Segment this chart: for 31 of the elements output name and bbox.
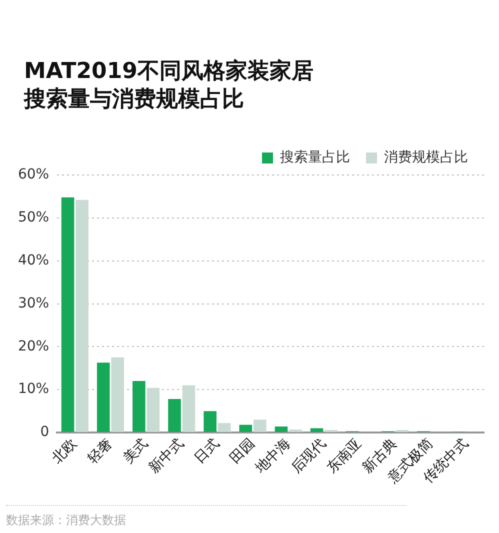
bar xyxy=(132,381,146,432)
y-tick-label: 30% xyxy=(18,295,50,312)
bar xyxy=(204,411,216,432)
chart-title: MAT2019不同风格家装家居搜索量与消费规模占比 xyxy=(24,58,314,114)
bar xyxy=(310,428,324,432)
bar xyxy=(76,200,88,432)
bar xyxy=(218,423,231,432)
bar xyxy=(239,424,252,432)
y-tick-label: 50% xyxy=(18,210,50,226)
x-tick-label: 日式 xyxy=(191,436,223,467)
y-tick-label: 60% xyxy=(18,166,50,183)
y-tick-label: 20% xyxy=(18,338,50,354)
bar xyxy=(146,388,160,432)
x-tick-label: 北欧 xyxy=(49,436,80,467)
bar xyxy=(253,420,266,432)
legend-label: 消费规模占比 xyxy=(384,150,468,166)
y-tick-label: 10% xyxy=(18,381,50,398)
bar xyxy=(274,426,288,432)
legend-label: 搜索量占比 xyxy=(280,150,350,166)
y-tick-label: 40% xyxy=(18,252,50,268)
x-tick-label: 轻奢 xyxy=(84,436,116,467)
y-tick-label: 0 xyxy=(40,424,50,440)
bar xyxy=(111,357,124,432)
bar xyxy=(168,399,181,432)
bar xyxy=(289,430,302,432)
source-note: 数据来源：消费大数据 xyxy=(6,505,406,529)
bar xyxy=(396,430,409,432)
bar xyxy=(182,385,196,432)
bar xyxy=(96,362,110,432)
bar xyxy=(61,197,74,432)
bar xyxy=(324,430,338,432)
